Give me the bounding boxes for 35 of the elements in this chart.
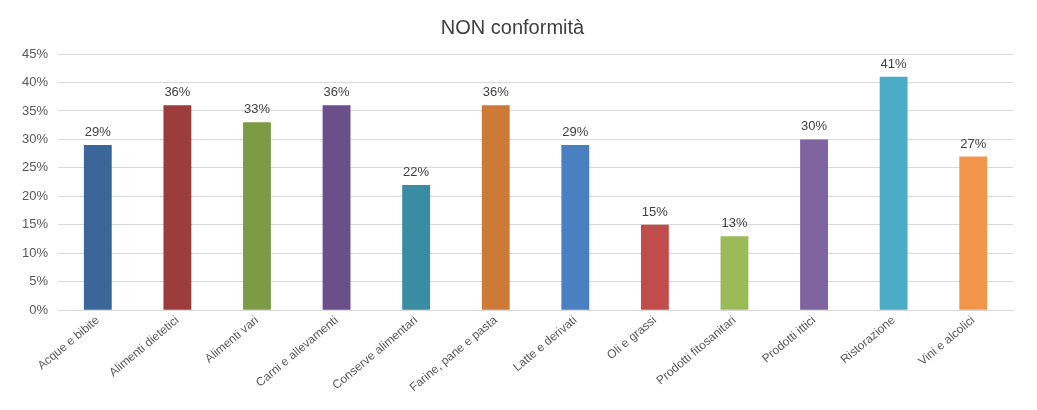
data-label: 36% bbox=[323, 84, 350, 100]
y-tick-label: 20% bbox=[21, 187, 49, 203]
bar bbox=[720, 236, 749, 310]
y-tick-label: 30% bbox=[21, 130, 49, 146]
data-label: 27% bbox=[960, 135, 987, 151]
data-label: 36% bbox=[482, 84, 510, 100]
data-label: 13% bbox=[721, 215, 748, 231]
y-tick-label: 0% bbox=[29, 301, 49, 317]
y-tick-label: 40% bbox=[21, 74, 49, 90]
y-tick-label: 15% bbox=[21, 216, 49, 232]
y-tick-label: 45% bbox=[21, 45, 49, 61]
data-label: 30% bbox=[801, 118, 828, 134]
data-label: 33% bbox=[243, 101, 271, 117]
data-label: 36% bbox=[164, 84, 191, 100]
data-label: 22% bbox=[403, 164, 430, 180]
bar bbox=[163, 105, 192, 310]
bar bbox=[640, 224, 669, 310]
bar bbox=[402, 184, 431, 310]
bar bbox=[800, 139, 828, 310]
y-tick-label: 5% bbox=[29, 273, 49, 289]
data-label: 15% bbox=[641, 203, 669, 219]
bar bbox=[322, 105, 351, 310]
y-tick-label: 35% bbox=[21, 102, 49, 118]
bar bbox=[481, 105, 510, 310]
y-tick-label: 25% bbox=[21, 159, 49, 175]
bar bbox=[959, 156, 988, 310]
bar bbox=[243, 122, 271, 310]
chart-title: NON conformità bbox=[440, 15, 586, 38]
data-label: 29% bbox=[84, 124, 112, 140]
data-label: 29% bbox=[562, 124, 589, 140]
bar bbox=[879, 76, 908, 310]
bar bbox=[83, 145, 112, 310]
data-label: 41% bbox=[880, 55, 908, 71]
bar bbox=[561, 145, 590, 310]
y-tick-label: 10% bbox=[21, 244, 49, 260]
